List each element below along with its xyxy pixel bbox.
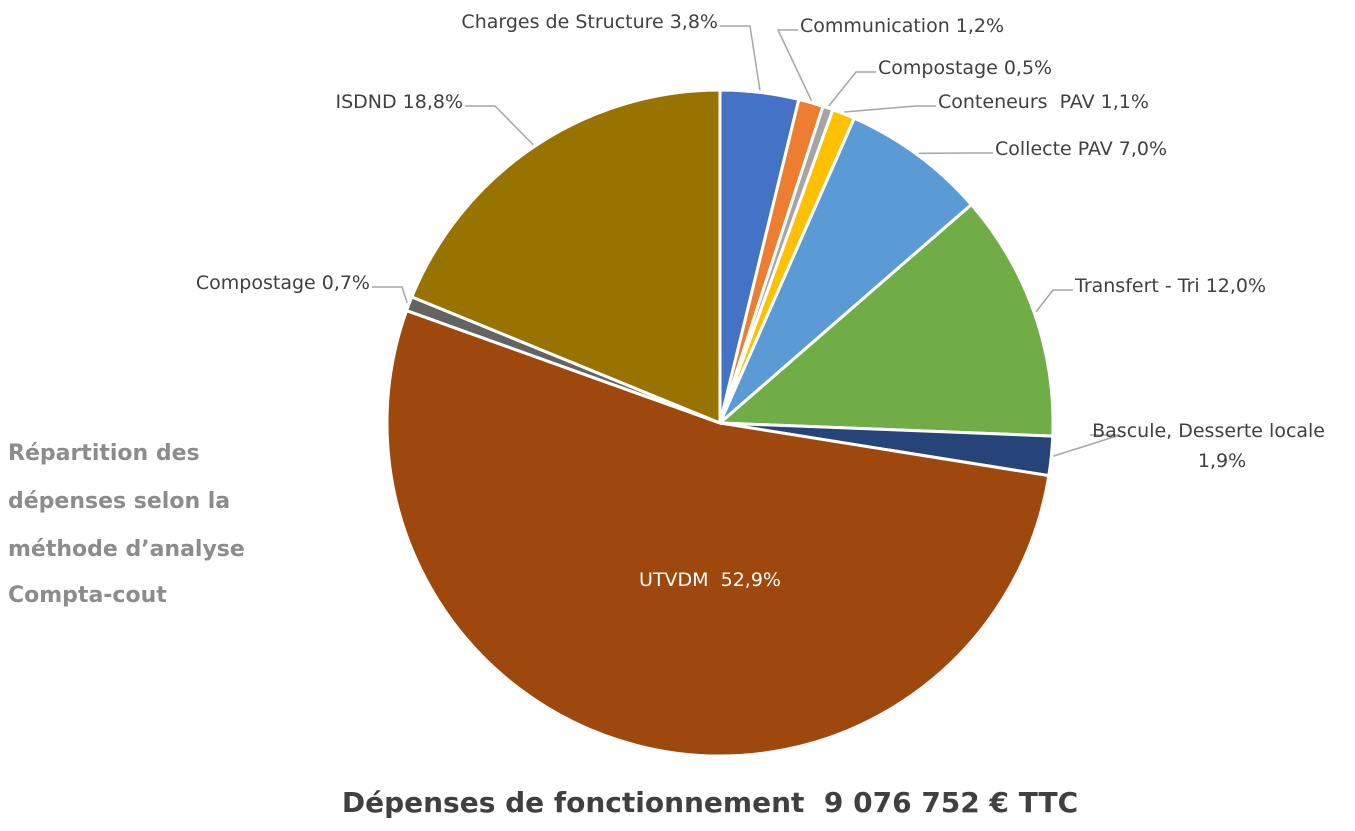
leader-line — [720, 26, 760, 90]
data-label: Charges de Structure 3,8% — [461, 11, 718, 33]
leader-line — [844, 106, 936, 112]
data-label: Transfert - Tri 12,0% — [1074, 275, 1266, 297]
category-label: Bascule, Desserte locale — [1092, 420, 1325, 442]
leader-line — [372, 287, 407, 303]
data-label: ISDND 18,8% — [336, 91, 464, 113]
category-label: Collecte PAV — [995, 138, 1113, 160]
subtitle-line: Compta-cout — [8, 583, 167, 608]
data-label: Conteneurs PAV 1,1% — [938, 91, 1149, 113]
value-label: 12,0% — [1206, 275, 1266, 297]
data-label: Compostage 0,7% — [196, 272, 370, 294]
data-label: Communication 1,2% — [800, 15, 1004, 37]
value-label: 52,9% — [721, 569, 781, 591]
value-label: 1,9% — [1198, 450, 1246, 472]
data-label: UTVDM 52,9% — [639, 569, 781, 591]
data-label: Bascule, Desserte locale 1,9% — [1092, 420, 1325, 472]
chart-title: Dépenses de fonctionnement 9 076 752 € T… — [342, 786, 1078, 819]
leader-line — [465, 106, 533, 145]
category-label: UTVDM — [639, 569, 715, 591]
leader-line — [778, 30, 812, 101]
leader-line — [1036, 290, 1073, 312]
data-label: Collecte PAV 7,0% — [995, 138, 1167, 160]
category-label: Compostage — [878, 57, 998, 79]
category-label: Charges de Structure — [461, 11, 663, 33]
category-label: Communication — [800, 15, 950, 37]
leader-line — [829, 72, 876, 106]
subtitle-line: dépenses selon la — [8, 489, 230, 514]
value-label: 3,8% — [670, 11, 718, 33]
value-label: 18,8% — [403, 91, 463, 113]
subtitle-line: méthode d’analyse — [8, 537, 245, 562]
value-label: 7,0% — [1119, 138, 1167, 160]
value-label: 1,2% — [956, 15, 1004, 37]
value-label: 0,5% — [1004, 57, 1052, 79]
category-label: ISDND — [336, 91, 397, 113]
data-label: Compostage 0,5% — [878, 57, 1052, 79]
category-label: Transfert - Tri — [1074, 275, 1200, 297]
value-label: 1,1% — [1101, 91, 1149, 113]
category-label: Conteneurs PAV — [938, 91, 1095, 113]
category-label: Compostage — [196, 272, 316, 294]
value-label: 0,7% — [322, 272, 370, 294]
subtitle-line: Répartition des — [8, 441, 200, 466]
